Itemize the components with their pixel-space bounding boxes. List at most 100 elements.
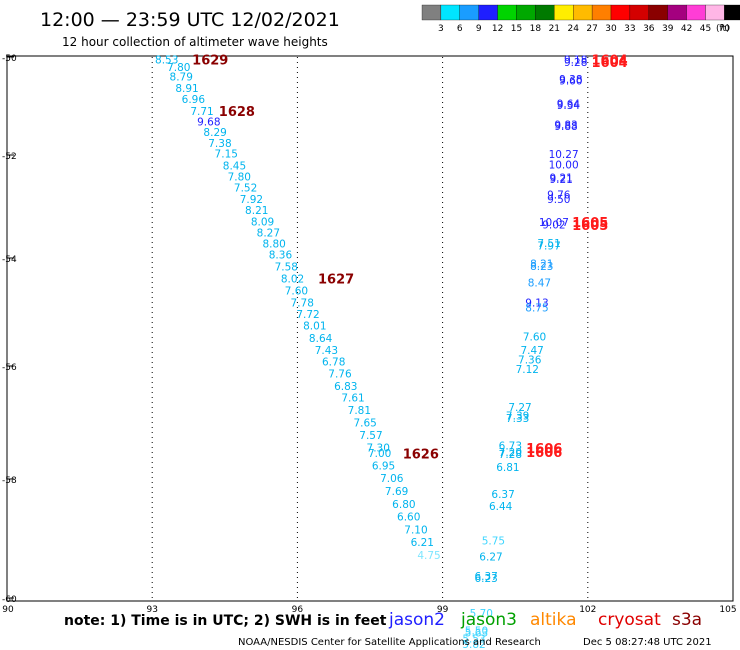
swh-value: 6.78: [322, 357, 345, 369]
swh-value: 5.63: [465, 628, 488, 640]
swh-value: 7.71: [190, 106, 213, 118]
scale-label: 18: [530, 24, 542, 34]
swh-value: 7.39: [506, 411, 529, 423]
legend-jason3: jason3: [460, 610, 517, 630]
footer-timestamp: Dec 5 08:27:48 UTC 2021: [583, 637, 712, 648]
footer-note: note: 1) Time is in UTC; 2) SWH is in fe…: [64, 613, 387, 629]
pass-number-label: 1626: [403, 448, 439, 463]
legend-altika: altika: [530, 610, 577, 630]
swh-value: 7.76: [328, 368, 352, 380]
latitude-labels: -50 -52 -54 -56 -58 -60: [2, 54, 17, 605]
scale-label: 36: [643, 24, 655, 34]
swh-value: 6.95: [372, 460, 395, 472]
swh-value: 8.27: [257, 227, 280, 239]
scale-swatch: [629, 4, 649, 21]
swh-value: 7.51: [537, 238, 560, 250]
scale-label: 70: [719, 24, 731, 34]
swh-value: 9.83: [554, 120, 577, 132]
swh-value: 9.21: [549, 174, 572, 186]
swh-value: 6.73: [499, 441, 522, 453]
scale-swatch: [459, 4, 479, 21]
scale-label: 12: [492, 24, 503, 34]
swh-value: 7.30: [367, 442, 390, 454]
lat-tick-label: -54: [2, 255, 17, 265]
scale-swatch: [591, 4, 612, 21]
swh-value: 9.21: [549, 173, 572, 185]
scale-label: 15: [511, 24, 522, 34]
swh-value: 7.97: [537, 241, 560, 253]
swh-value: 9.88: [554, 121, 577, 133]
swh-value: 7.36: [518, 355, 542, 367]
pass-number-label: 1604: [591, 56, 627, 71]
scale-label: 6: [457, 24, 463, 34]
swh-value: 7.10: [404, 525, 427, 537]
swh-value: 9.02: [542, 220, 565, 232]
swh-value: 7.28: [499, 449, 522, 461]
swh-value: 7.15: [215, 149, 238, 161]
swh-value: 9.64: [557, 99, 581, 111]
swh-value: 8.36: [269, 249, 293, 261]
swh-value: 6.96: [182, 94, 206, 106]
lat-tick-label: -52: [2, 152, 17, 162]
swh-value: 7.80: [228, 172, 251, 184]
color-scale-bar: [421, 4, 740, 21]
scale-swatch: [421, 4, 442, 21]
map-frame: [6, 55, 734, 602]
legend-jason2: jason2: [388, 610, 445, 630]
gridlines: [151, 57, 589, 600]
swh-value: 6.21: [411, 537, 434, 549]
scale-label: 21: [549, 24, 560, 34]
swh-value: 5.53: [462, 633, 485, 645]
pass-number-label: 1606: [526, 442, 562, 457]
footer-credit: NOAA/NESDIS Center for Satellite Applica…: [238, 637, 541, 648]
scale-swatch: [497, 4, 517, 21]
scale-swatch: [686, 4, 706, 21]
lat-tick-label: -50: [2, 54, 17, 64]
scale-label: 39: [662, 24, 674, 34]
swh-value: 9.68: [197, 117, 220, 129]
jason2-track: 9.189.289.389.609.649.349.839.8810.2710.…: [462, 53, 627, 650]
swh-value: 7.92: [240, 194, 263, 206]
lat-tick-label: -60: [2, 595, 17, 605]
pass-number-label: 1605: [572, 216, 608, 231]
satellite-legend: jason2 jason3 altika cryosat s3a: [388, 610, 702, 630]
swh-value: 7.12: [516, 364, 539, 376]
swh-value: 9.13: [525, 297, 548, 309]
swh-value: 9.28: [564, 57, 587, 69]
swh-value: 8.47: [528, 277, 551, 289]
lon-tick-label: 96: [292, 605, 304, 615]
lon-tick-label: 102: [579, 605, 596, 615]
swh-value: 9.50: [547, 194, 570, 206]
swh-value: 8.29: [203, 127, 226, 139]
swh-value: 7.80: [167, 62, 190, 74]
swh-value: 6.83: [334, 381, 357, 393]
swh-value: 7.00: [368, 448, 391, 460]
swh-value: 8.21: [245, 205, 268, 217]
swh-value: 7.47: [520, 345, 543, 357]
lon-tick-label: 99: [437, 605, 449, 615]
page-title: 12:00 — 23:59 UTC 12/02/2021: [40, 9, 340, 31]
swh-value: 6.44: [489, 501, 513, 513]
scale-label: 45: [700, 24, 711, 34]
lon-tick-label: 105: [719, 605, 736, 615]
lat-tick-label: -58: [2, 476, 17, 486]
longitude-labels: 90 93 96 99 102 105: [2, 605, 736, 615]
swh-value: 9.76: [547, 190, 571, 202]
swh-value: 7.43: [315, 345, 338, 357]
swh-value: 5.50: [465, 626, 488, 638]
scale-label: 33: [624, 24, 635, 34]
swh-value: 4.75: [417, 550, 440, 562]
scale-swatch: [705, 4, 725, 21]
scale-swatch: [724, 4, 740, 21]
swh-value: 7.57: [359, 430, 382, 442]
pass-number-label: 1627: [318, 273, 354, 288]
swh-value: 9.38: [559, 74, 582, 86]
s3a-track: 8.537.808.798.916.967.719.688.297.387.15…: [155, 53, 441, 562]
scale-swatch: [516, 4, 536, 21]
swh-value: 6.27: [479, 551, 502, 563]
swh-value: 8.75: [525, 303, 548, 315]
legend-cryosat: cryosat: [598, 610, 661, 630]
swh-value: 6.23: [474, 573, 497, 585]
swh-value: 8.91: [175, 83, 198, 95]
